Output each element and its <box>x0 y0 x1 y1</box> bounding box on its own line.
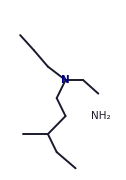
Text: N: N <box>61 75 70 85</box>
Text: NH₂: NH₂ <box>91 111 110 121</box>
